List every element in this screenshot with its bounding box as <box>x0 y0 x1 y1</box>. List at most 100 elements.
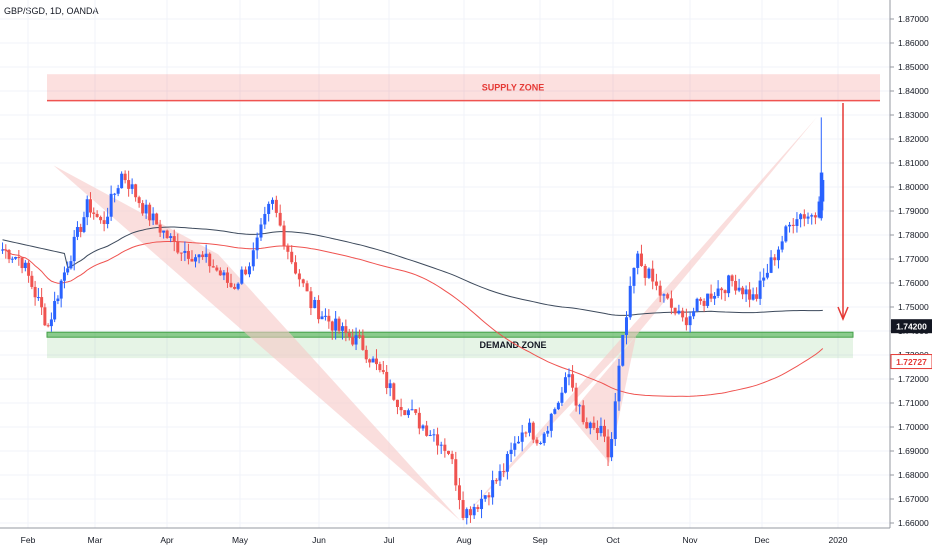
x-tick-label: Dec <box>754 535 770 545</box>
candle-body <box>158 224 162 233</box>
candle-body <box>563 377 567 393</box>
candle-body <box>27 262 31 276</box>
candle-body <box>229 282 233 287</box>
candle-body <box>17 257 21 259</box>
candle-body <box>190 258 194 262</box>
candle-body <box>14 257 18 259</box>
candle-body <box>414 409 418 413</box>
y-tick-label: 1.84000 <box>898 86 929 96</box>
moving-average-short <box>2 240 824 397</box>
y-tick-label: 1.69000 <box>898 446 929 456</box>
candle-body <box>817 201 821 218</box>
candle-body <box>197 254 201 258</box>
candle-body <box>218 270 222 276</box>
candle-body <box>677 310 681 314</box>
price-label-box <box>891 319 932 334</box>
y-tick-label: 1.78000 <box>898 230 929 240</box>
candle-body <box>684 317 688 326</box>
candle-body <box>748 289 752 300</box>
candle-body <box>788 224 792 227</box>
candle-body <box>137 197 141 204</box>
candle-body <box>1 249 5 251</box>
candle-body <box>692 311 696 317</box>
candle-body <box>23 262 27 269</box>
candle-body <box>59 280 63 299</box>
candle-body <box>602 425 606 437</box>
projection-arrow-head <box>837 306 849 321</box>
candle-body <box>102 220 106 225</box>
candle-body <box>410 409 414 411</box>
pattern-left-triangle <box>53 165 461 521</box>
candle-body <box>194 257 198 262</box>
candle-body <box>155 213 159 225</box>
y-tick-label: 1.82000 <box>898 134 929 144</box>
candle-body <box>432 434 436 436</box>
candle-body <box>225 272 229 283</box>
x-tick-label: May <box>232 535 249 545</box>
candle-body <box>144 204 148 214</box>
y-tick-label: 1.68000 <box>898 470 929 480</box>
candle-body <box>165 230 169 239</box>
price-label-box <box>890 354 932 370</box>
x-tick-label: 2020 <box>829 535 848 545</box>
candle-body <box>251 250 255 267</box>
candle-body <box>810 215 814 217</box>
candle-body <box>505 454 509 472</box>
candle-body <box>643 265 647 278</box>
x-tick-label: Nov <box>682 535 698 545</box>
candle-body <box>374 358 378 365</box>
candle-body <box>553 409 557 414</box>
candle-body <box>425 425 429 436</box>
candle-body <box>806 216 810 219</box>
candle-body <box>7 250 11 260</box>
candle-body <box>267 203 271 214</box>
candle-body <box>222 272 226 276</box>
candle-body <box>457 485 461 501</box>
candle-body <box>762 277 766 281</box>
candle-body <box>120 173 124 189</box>
candle-body <box>201 254 205 258</box>
candle-body <box>69 261 73 269</box>
candle-body <box>720 288 724 291</box>
candle-body <box>734 280 738 291</box>
candle-body <box>317 299 321 320</box>
y-tick-label: 1.70000 <box>898 422 929 432</box>
candle-body <box>313 299 317 309</box>
candle-body <box>368 359 372 363</box>
candle-body <box>79 227 83 232</box>
candle-body <box>613 401 617 440</box>
candle-body <box>439 444 443 446</box>
candle-body <box>274 199 278 213</box>
candle-body <box>595 427 599 434</box>
candle-body <box>215 267 219 271</box>
y-tick-label: 1.83000 <box>898 110 929 120</box>
candle-body <box>176 241 180 253</box>
candle-body <box>294 262 298 274</box>
candle-body <box>179 252 183 254</box>
candle-body <box>709 293 713 299</box>
candle-body <box>535 439 539 444</box>
candle-body <box>36 297 40 299</box>
candle-body <box>290 251 294 263</box>
candle-body <box>417 412 421 429</box>
y-tick-label: 1.72000 <box>898 374 929 384</box>
candle-body <box>271 199 275 204</box>
supply-zone-label: SUPPLY ZONE <box>482 82 545 92</box>
candle-body <box>632 267 636 286</box>
y-tick-label: 1.87000 <box>898 14 929 24</box>
candle-body <box>388 383 392 389</box>
x-tick-label: Feb <box>21 535 36 545</box>
candle-body <box>681 310 685 318</box>
demand-zone-label: DEMAND ZONE <box>480 340 547 350</box>
candle-body <box>236 283 240 289</box>
candle-body <box>320 316 324 320</box>
y-tick-label: 1.75000 <box>898 302 929 312</box>
candle-body <box>134 184 138 198</box>
candle-body <box>347 332 351 337</box>
candle-body <box>309 291 313 309</box>
x-tick-label: Mar <box>88 535 103 545</box>
candle-body <box>46 325 50 327</box>
chart-title: GBP/SGD, 1D, OANDA <box>4 6 99 16</box>
y-tick-label: 1.76000 <box>898 278 929 288</box>
